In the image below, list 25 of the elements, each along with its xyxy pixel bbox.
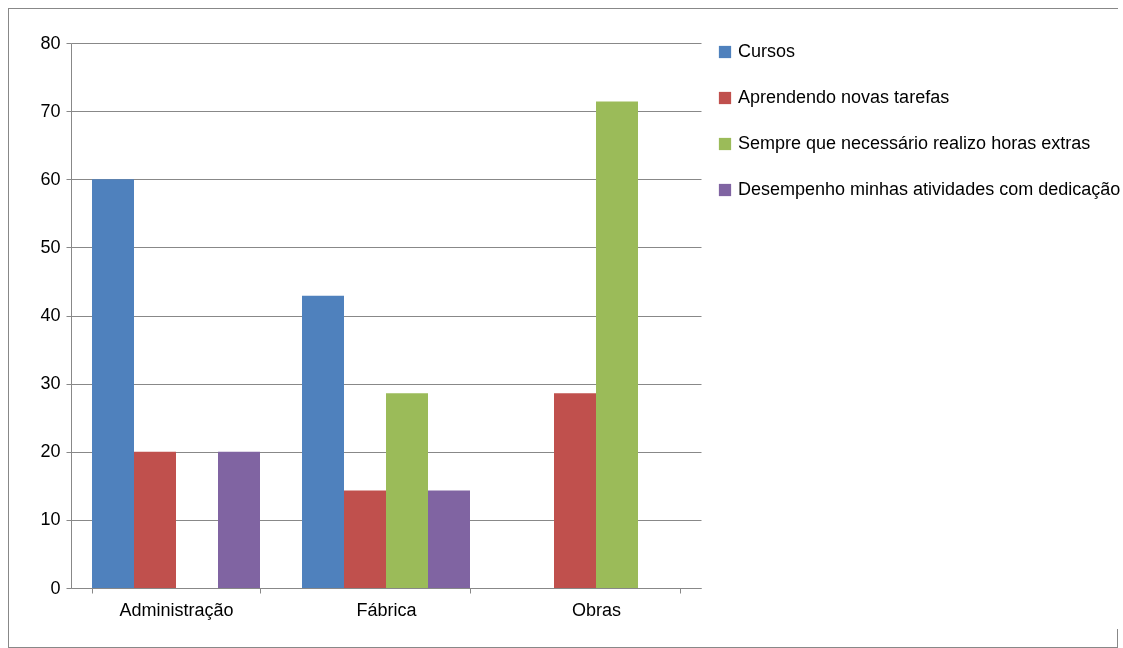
bar — [386, 393, 428, 588]
legend-label: Cursos — [738, 41, 796, 61]
y-tick-label: 60 — [40, 168, 61, 189]
y-tick-label: 80 — [40, 32, 61, 53]
legend-label: Aprendendo novas tarefas — [738, 87, 950, 107]
bar — [554, 393, 596, 588]
x-tick-label: Obras — [571, 599, 622, 620]
y-tick-label: 0 — [50, 577, 61, 598]
legend-label: Sempre que necessário realizo horas extras — [738, 133, 1091, 153]
y-tick-label: 50 — [40, 236, 61, 257]
bar — [596, 101, 638, 588]
y-tick-label: 40 — [40, 305, 61, 325]
bar — [92, 179, 134, 588]
bar — [344, 490, 386, 588]
bar — [218, 451, 260, 588]
y-tick-label: 70 — [40, 100, 61, 121]
y-tick-label: 10 — [40, 509, 61, 530]
y-tick-label: 30 — [40, 373, 61, 394]
bar — [428, 490, 470, 588]
bar — [134, 451, 176, 588]
x-tick-label: Administração — [119, 599, 234, 620]
bar — [302, 295, 344, 588]
x-tick-label: Fábrica — [356, 599, 418, 620]
y-tick-label: 20 — [40, 441, 61, 462]
legend-label: Desempenho minhas atividades com dedicação — [738, 179, 1121, 199]
